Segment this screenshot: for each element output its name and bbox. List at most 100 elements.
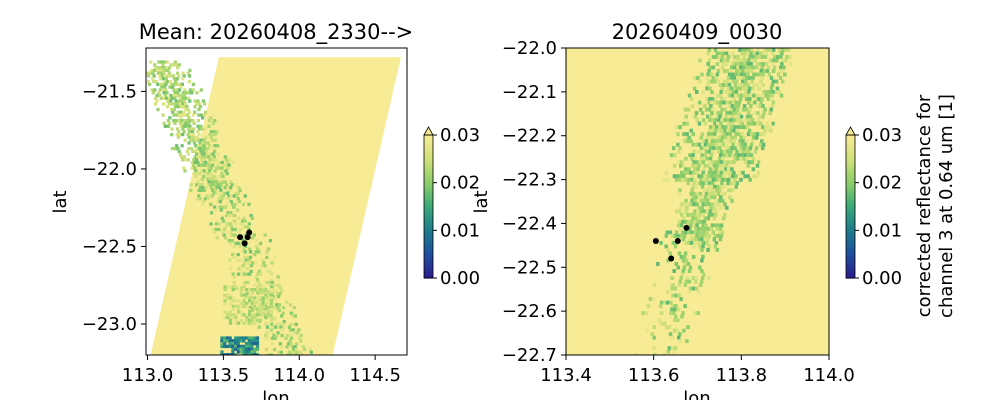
heat-cell [290,350,294,354]
heat-cell [231,341,235,346]
heat-cell [715,174,720,179]
heat-cell [751,167,756,172]
heat-cell [247,350,251,354]
heat-cell [279,350,283,354]
heat-cell [747,128,752,133]
heat-cell [785,55,789,59]
left-points [237,229,253,247]
right-plot: 20260409_0030 113.4 113.6 113.8 114.0 −22.0… [471,20,957,400]
heat-cell [731,153,735,158]
heat-cell [762,69,767,73]
heat-cell [772,55,777,59]
heat-cell [187,141,191,145]
heat-cell [708,156,713,161]
heat-cell [217,160,222,165]
heat-cell [245,261,250,265]
heat-cell [290,345,295,349]
heat-cell [187,135,191,140]
heat-cell [752,51,757,56]
heat-cell [760,76,765,80]
heat-cell [673,244,678,249]
heat-cell [734,132,738,137]
heat-cell [712,125,716,130]
heat-cell [195,152,199,156]
heat-cell [721,62,726,66]
heat-cell [204,155,208,159]
heat-cell [707,276,711,280]
heat-cell [294,322,298,327]
heat-cell [253,336,257,340]
heat-cell [714,55,719,59]
heat-cell [746,121,751,126]
heat-cell [707,181,712,186]
heat-cell [747,118,752,123]
heat-cell [700,153,705,158]
heat-cell [716,79,720,84]
heat-cell [277,283,281,287]
heat-cell [657,318,662,323]
heat-cell [774,90,779,95]
heat-cell [237,199,242,204]
heat-cell [245,304,249,309]
heat-cell [179,155,184,159]
heat-cell [709,195,714,200]
heat-cell [159,77,163,81]
heat-cell [209,172,213,176]
colorbar-step [424,170,433,175]
heat-cell [191,163,196,167]
heat-cell [255,347,260,351]
heat-cell [204,110,208,114]
heat-cell [759,79,763,84]
heat-cell [264,321,268,325]
heat-cell [718,226,723,231]
heat-cell [715,114,719,119]
heat-cell [187,121,191,126]
heat-cell [755,163,760,168]
heat-cell [715,51,720,56]
heat-cell [676,328,680,333]
heat-cell [737,100,742,105]
heat-cell [768,48,773,52]
heat-cell [258,304,263,309]
heat-cell [752,72,756,77]
heat-cell [267,288,271,292]
heat-cell [267,313,271,317]
heat-cell [747,69,751,73]
heat-cell [742,135,747,140]
heat-cell [247,313,252,317]
heat-cell [225,191,230,195]
heat-cell [202,144,206,148]
heat-cell [720,139,724,144]
heat-cell [220,344,224,349]
y-tick-label: −22.4 [502,213,557,234]
heat-cell [706,104,710,109]
heat-cell [681,311,685,316]
heat-cell [734,174,738,179]
heat-cell [789,62,793,66]
heat-cell [702,177,706,182]
heat-cell [213,205,217,209]
heat-cell [269,285,274,289]
heat-cell [195,197,199,201]
heat-cell [269,328,274,332]
heat-cell [151,91,155,95]
station-point [244,234,251,241]
heat-cell [231,307,235,311]
heat-cell [718,114,722,119]
heat-cell [736,125,741,130]
heat-cell [255,339,260,343]
heat-cell [228,339,232,343]
heat-cell [687,219,691,224]
heat-cell [196,99,200,103]
heat-cell [191,82,195,87]
heat-cell [223,336,227,340]
heat-cell [730,146,734,151]
heat-cell [231,296,235,300]
heat-cell [697,142,702,147]
heat-cell [758,142,763,147]
heat-cell [154,65,158,70]
colorbar-step [424,217,433,222]
heat-cell [247,344,251,349]
heat-cell [176,65,180,70]
heat-cell [237,321,241,325]
